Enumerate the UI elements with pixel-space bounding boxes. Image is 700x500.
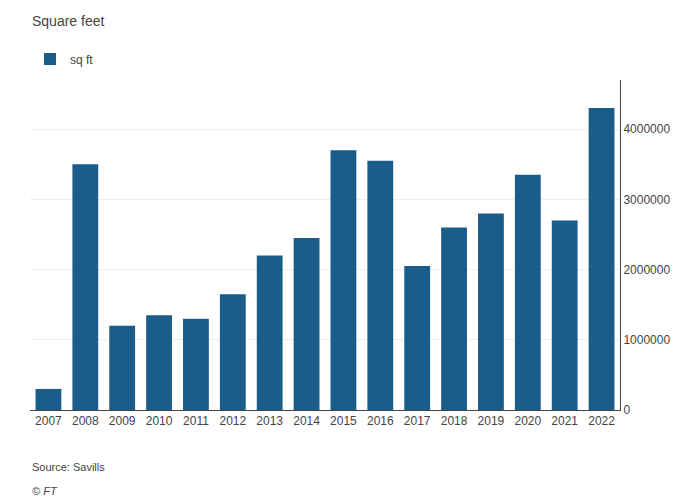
svg-text:2008: 2008	[72, 414, 99, 428]
svg-text:2007: 2007	[35, 414, 62, 428]
svg-text:© FT: © FT	[32, 485, 58, 497]
svg-text:4000000: 4000000	[623, 122, 670, 136]
svg-text:2010: 2010	[146, 414, 173, 428]
svg-text:2015: 2015	[330, 414, 357, 428]
svg-text:0: 0	[623, 403, 630, 417]
svg-text:2011: 2011	[183, 414, 209, 428]
svg-text:Source: Savills: Source: Savills	[32, 461, 105, 473]
svg-text:2021: 2021	[551, 414, 578, 428]
svg-text:2009: 2009	[109, 414, 136, 428]
svg-text:1000000: 1000000	[623, 333, 670, 347]
svg-text:2019: 2019	[478, 414, 505, 428]
svg-text:Square feet: Square feet	[32, 13, 104, 29]
svg-text:2013: 2013	[256, 414, 283, 428]
svg-text:2016: 2016	[367, 414, 394, 428]
svg-text:3000000: 3000000	[623, 193, 670, 207]
svg-text:2020: 2020	[514, 414, 541, 428]
svg-text:2012: 2012	[219, 414, 246, 428]
svg-text:2000000: 2000000	[623, 263, 670, 277]
svg-text:sq ft: sq ft	[70, 53, 93, 67]
svg-text:2018: 2018	[441, 414, 468, 428]
svg-text:2022: 2022	[588, 414, 615, 428]
svg-text:2014: 2014	[293, 414, 320, 428]
svg-text:2017: 2017	[404, 414, 431, 428]
